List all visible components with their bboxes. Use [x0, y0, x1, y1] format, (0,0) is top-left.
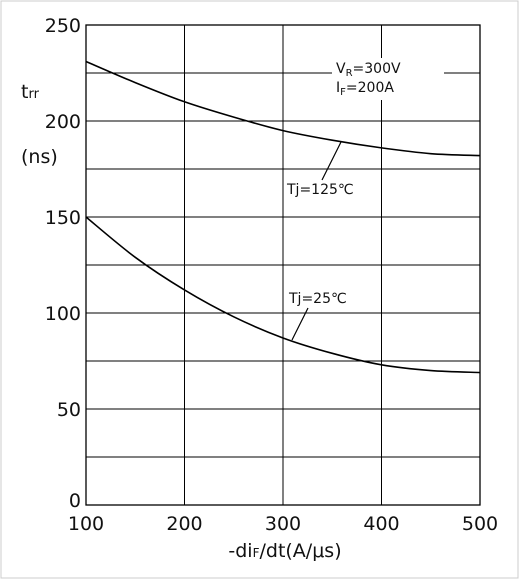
conditions-background: [332, 58, 444, 100]
x-tick-label: 100: [68, 513, 104, 535]
y-tick-label: 50: [57, 399, 81, 421]
series-25-label: Tj=25℃: [288, 291, 347, 307]
series-line-tj-125c: [85, 60, 481, 157]
plot-area-border: [85, 24, 481, 506]
x-axis-ticks: 100 200 300 400 500: [68, 513, 498, 535]
series-125-leader-line: [321, 141, 342, 181]
y-tick-label: 250: [45, 15, 81, 37]
x-tick-label: 200: [166, 513, 202, 535]
y-tick-label: 100: [45, 303, 81, 325]
y-axis-ticks: 0 50 100 150 200 250: [45, 15, 81, 512]
condition-if-rest: =200A: [346, 80, 394, 96]
y-tick-label: 150: [45, 207, 81, 229]
series-125-label-background: [284, 179, 364, 199]
series-125-label: Tj=125℃: [286, 182, 354, 198]
x-axis-label-prefix: -di: [228, 540, 252, 562]
condition-vr-main: V: [336, 61, 346, 77]
condition-vr-sub: R: [346, 68, 353, 79]
condition-if-main: I: [336, 80, 340, 96]
condition-vr-rest: =300V: [353, 61, 401, 77]
y-tick-label: 0: [69, 490, 81, 512]
x-axis-label-sub: F: [253, 546, 260, 560]
x-tick-label: 300: [265, 513, 301, 535]
condition-if: IF=200A: [336, 80, 394, 98]
y-axis-label: trr: [21, 81, 40, 103]
series-25-leader-line: [291, 307, 309, 341]
x-tick-label: 500: [462, 513, 498, 535]
x-tick-label: 400: [363, 513, 399, 535]
x-axis-label: -diF/dt(A/μs): [228, 540, 341, 562]
grid: [86, 25, 480, 505]
x-axis-label-suffix: /dt(A/μs): [259, 540, 341, 562]
y-axis-label-sub: rr: [28, 87, 39, 102]
condition-if-sub: F: [340, 87, 346, 98]
series-25-label-background: [285, 289, 357, 309]
y-tick-label: 200: [45, 111, 81, 133]
y-axis-unit: (ns): [21, 146, 58, 168]
condition-vr: VR=300V: [336, 61, 401, 79]
y-axis-label-main: t: [21, 81, 28, 103]
series-line-tj-25c: [85, 216, 481, 374]
series-layer: [85, 60, 481, 374]
